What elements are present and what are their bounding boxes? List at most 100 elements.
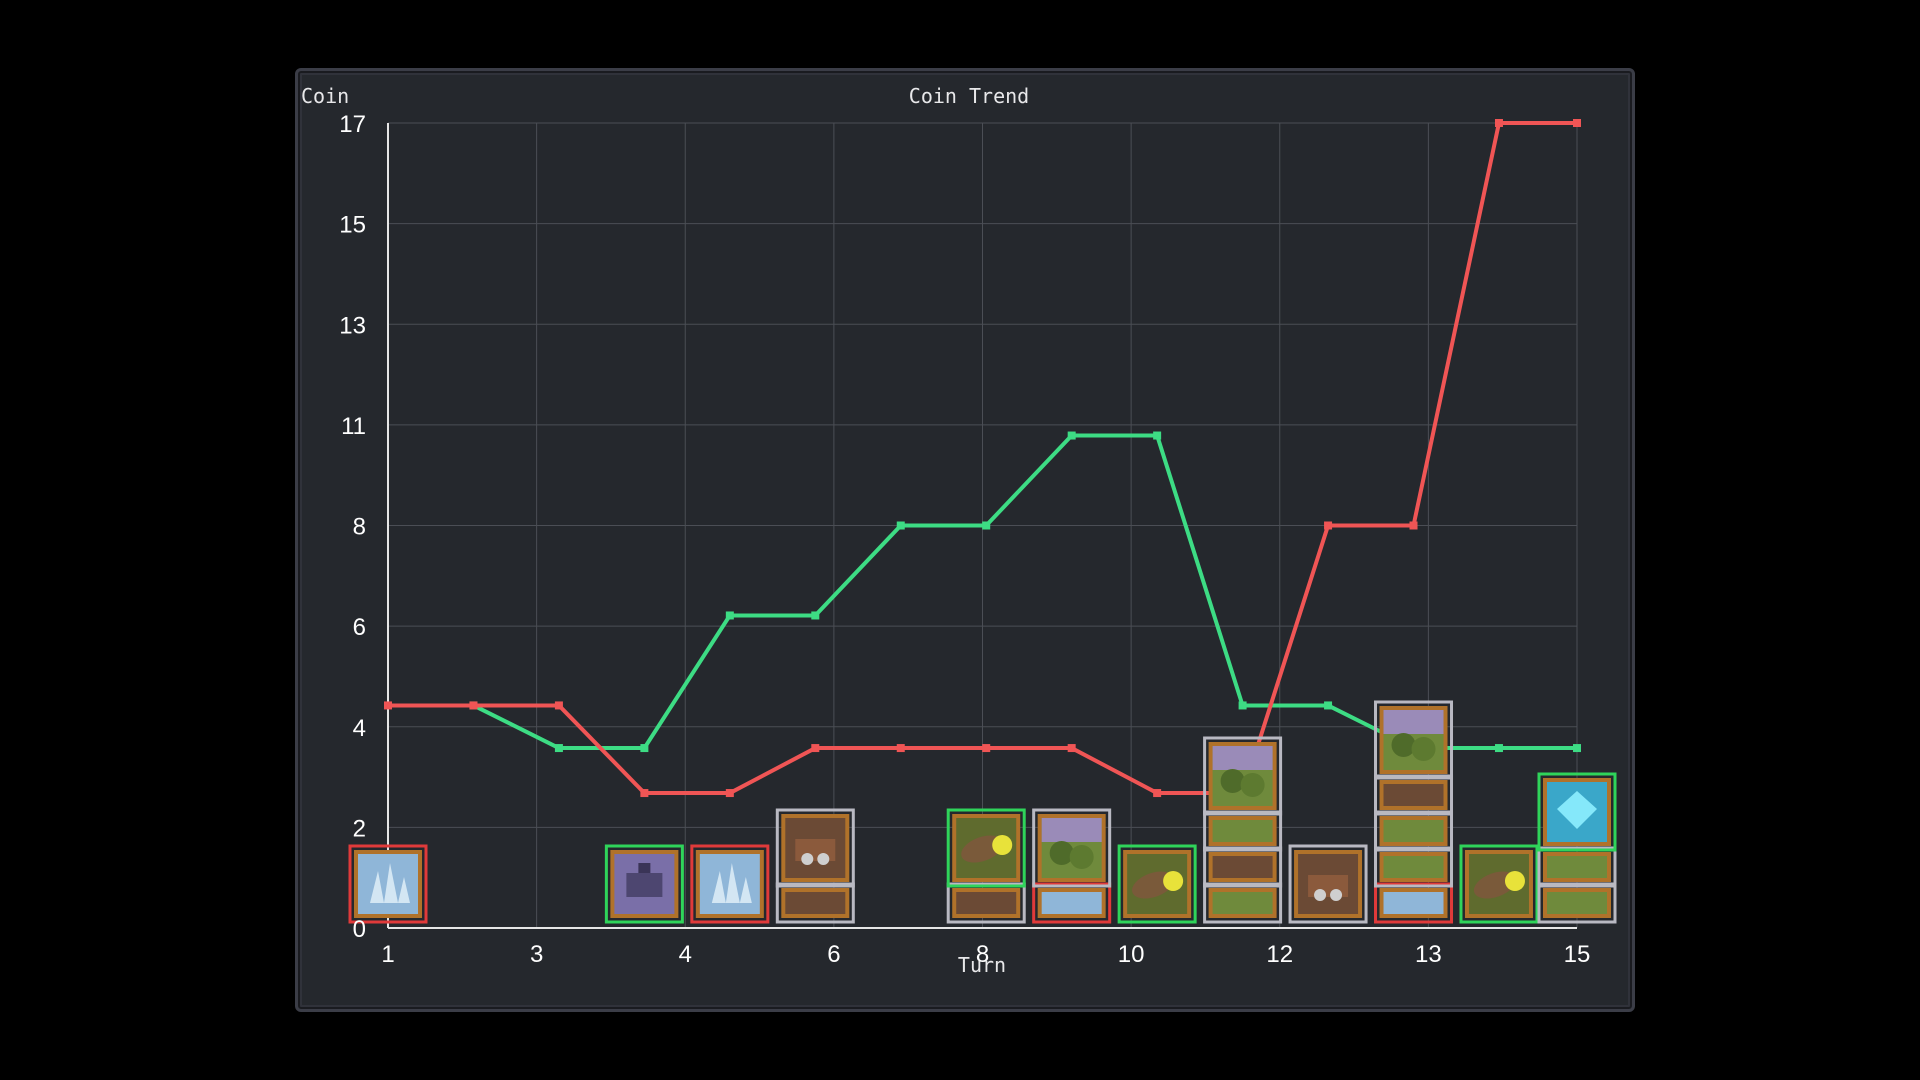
glow — [992, 835, 1013, 855]
data-point — [982, 521, 991, 530]
sky — [1212, 746, 1273, 770]
card-border — [1203, 882, 1283, 924]
forest-hill-icon — [1383, 856, 1444, 878]
y-tick-label: 13 — [339, 312, 366, 339]
card-border — [1032, 882, 1112, 924]
card-gem-cube — [1537, 772, 1617, 852]
card-border — [1117, 844, 1197, 924]
data-point — [896, 521, 905, 530]
grid — [388, 122, 1578, 928]
card-border — [348, 844, 428, 924]
x-tick-label: 1 — [381, 941, 394, 968]
airship-top — [638, 863, 651, 873]
card-ore-cart — [1203, 846, 1283, 888]
sky — [1041, 818, 1102, 842]
card-border — [604, 844, 684, 924]
chart-title: Coin Trend — [909, 84, 1029, 108]
card-border — [775, 882, 855, 924]
data-point — [384, 701, 392, 710]
card-stacks — [348, 700, 1617, 924]
card-forest-hill — [1537, 846, 1617, 888]
card-crystal-city — [348, 844, 428, 924]
data-point — [1153, 431, 1162, 440]
card-ore-cart — [946, 882, 1026, 924]
card-border — [1374, 700, 1454, 780]
data-point — [1494, 744, 1503, 753]
card-border — [690, 844, 770, 924]
axes — [387, 123, 1577, 929]
data-point — [640, 789, 649, 798]
gem-shape — [1557, 791, 1597, 829]
data-point — [1573, 744, 1581, 753]
crystal-spires — [370, 863, 410, 903]
data-point — [1324, 521, 1333, 530]
sky — [1383, 710, 1444, 734]
y-tick-label: 4 — [353, 715, 366, 742]
airship-hull — [626, 873, 663, 897]
card-forest-hill — [1374, 700, 1454, 780]
forest-hill-icon — [1547, 892, 1607, 914]
data-point — [640, 744, 649, 753]
x-tick-label: 13 — [1415, 941, 1442, 968]
card-border — [1203, 846, 1283, 888]
y-tick-label: 0 — [353, 916, 366, 943]
card-forest-hill — [1032, 808, 1112, 888]
data-point — [469, 701, 478, 710]
card-border — [1459, 844, 1539, 924]
card-border — [1203, 810, 1283, 852]
card-airship — [604, 844, 684, 924]
y-tick-label: 17 — [339, 111, 366, 138]
y-axis-title: Coin — [301, 84, 349, 108]
card-border — [1537, 846, 1617, 888]
card-forest-hill — [1374, 810, 1454, 852]
data-point — [1409, 521, 1418, 530]
crystal-city-icon — [1041, 892, 1102, 914]
x-tick-label: 4 — [679, 941, 692, 968]
data-point — [554, 744, 563, 753]
tree — [1391, 733, 1416, 757]
card-forest-hill — [1374, 846, 1454, 888]
ore-cart-icon — [956, 892, 1017, 914]
card-ore-cart — [775, 882, 855, 924]
card-crystal-city — [1374, 882, 1454, 924]
cart-body — [795, 839, 836, 861]
tree — [1411, 737, 1436, 761]
glow — [1504, 871, 1525, 891]
x-tick-label: 15 — [1564, 941, 1591, 968]
card-border — [1374, 846, 1454, 888]
tree — [1240, 773, 1265, 797]
x-tick-label: 6 — [827, 941, 840, 968]
card-ore-cart — [1288, 844, 1368, 924]
ore-cart-icon — [785, 892, 846, 914]
data-point — [811, 611, 820, 620]
data-point — [1494, 119, 1503, 127]
card-log-cannon — [946, 808, 1026, 888]
x-tick-label: 8 — [976, 941, 989, 968]
tree — [1220, 769, 1245, 793]
y-tick-label: 2 — [353, 815, 366, 842]
card-border — [1032, 808, 1112, 888]
data-point — [896, 744, 905, 753]
crystal-city-icon — [1383, 892, 1444, 914]
ore-chunk — [1314, 889, 1327, 901]
data-point — [1238, 701, 1247, 710]
ore-chunk — [1330, 889, 1343, 901]
card-ore-cart — [775, 808, 855, 888]
card-log-cannon — [1117, 844, 1197, 924]
card-border — [1374, 774, 1454, 816]
cart-body — [1308, 875, 1349, 897]
card-forest-hill — [1203, 810, 1283, 852]
card-border — [1537, 772, 1617, 852]
card-border — [775, 808, 855, 888]
forest-hill-icon — [1383, 820, 1444, 842]
ore-chunk — [801, 853, 814, 865]
x-tick-label: 12 — [1266, 941, 1293, 968]
glow — [1163, 871, 1184, 891]
card-border — [1288, 844, 1368, 924]
card-border — [946, 882, 1026, 924]
forest-hill-icon — [1212, 820, 1273, 842]
card-log-cannon — [1459, 844, 1539, 924]
data-point — [1153, 789, 1162, 798]
card-border — [1374, 882, 1454, 924]
data-point — [1067, 431, 1076, 440]
